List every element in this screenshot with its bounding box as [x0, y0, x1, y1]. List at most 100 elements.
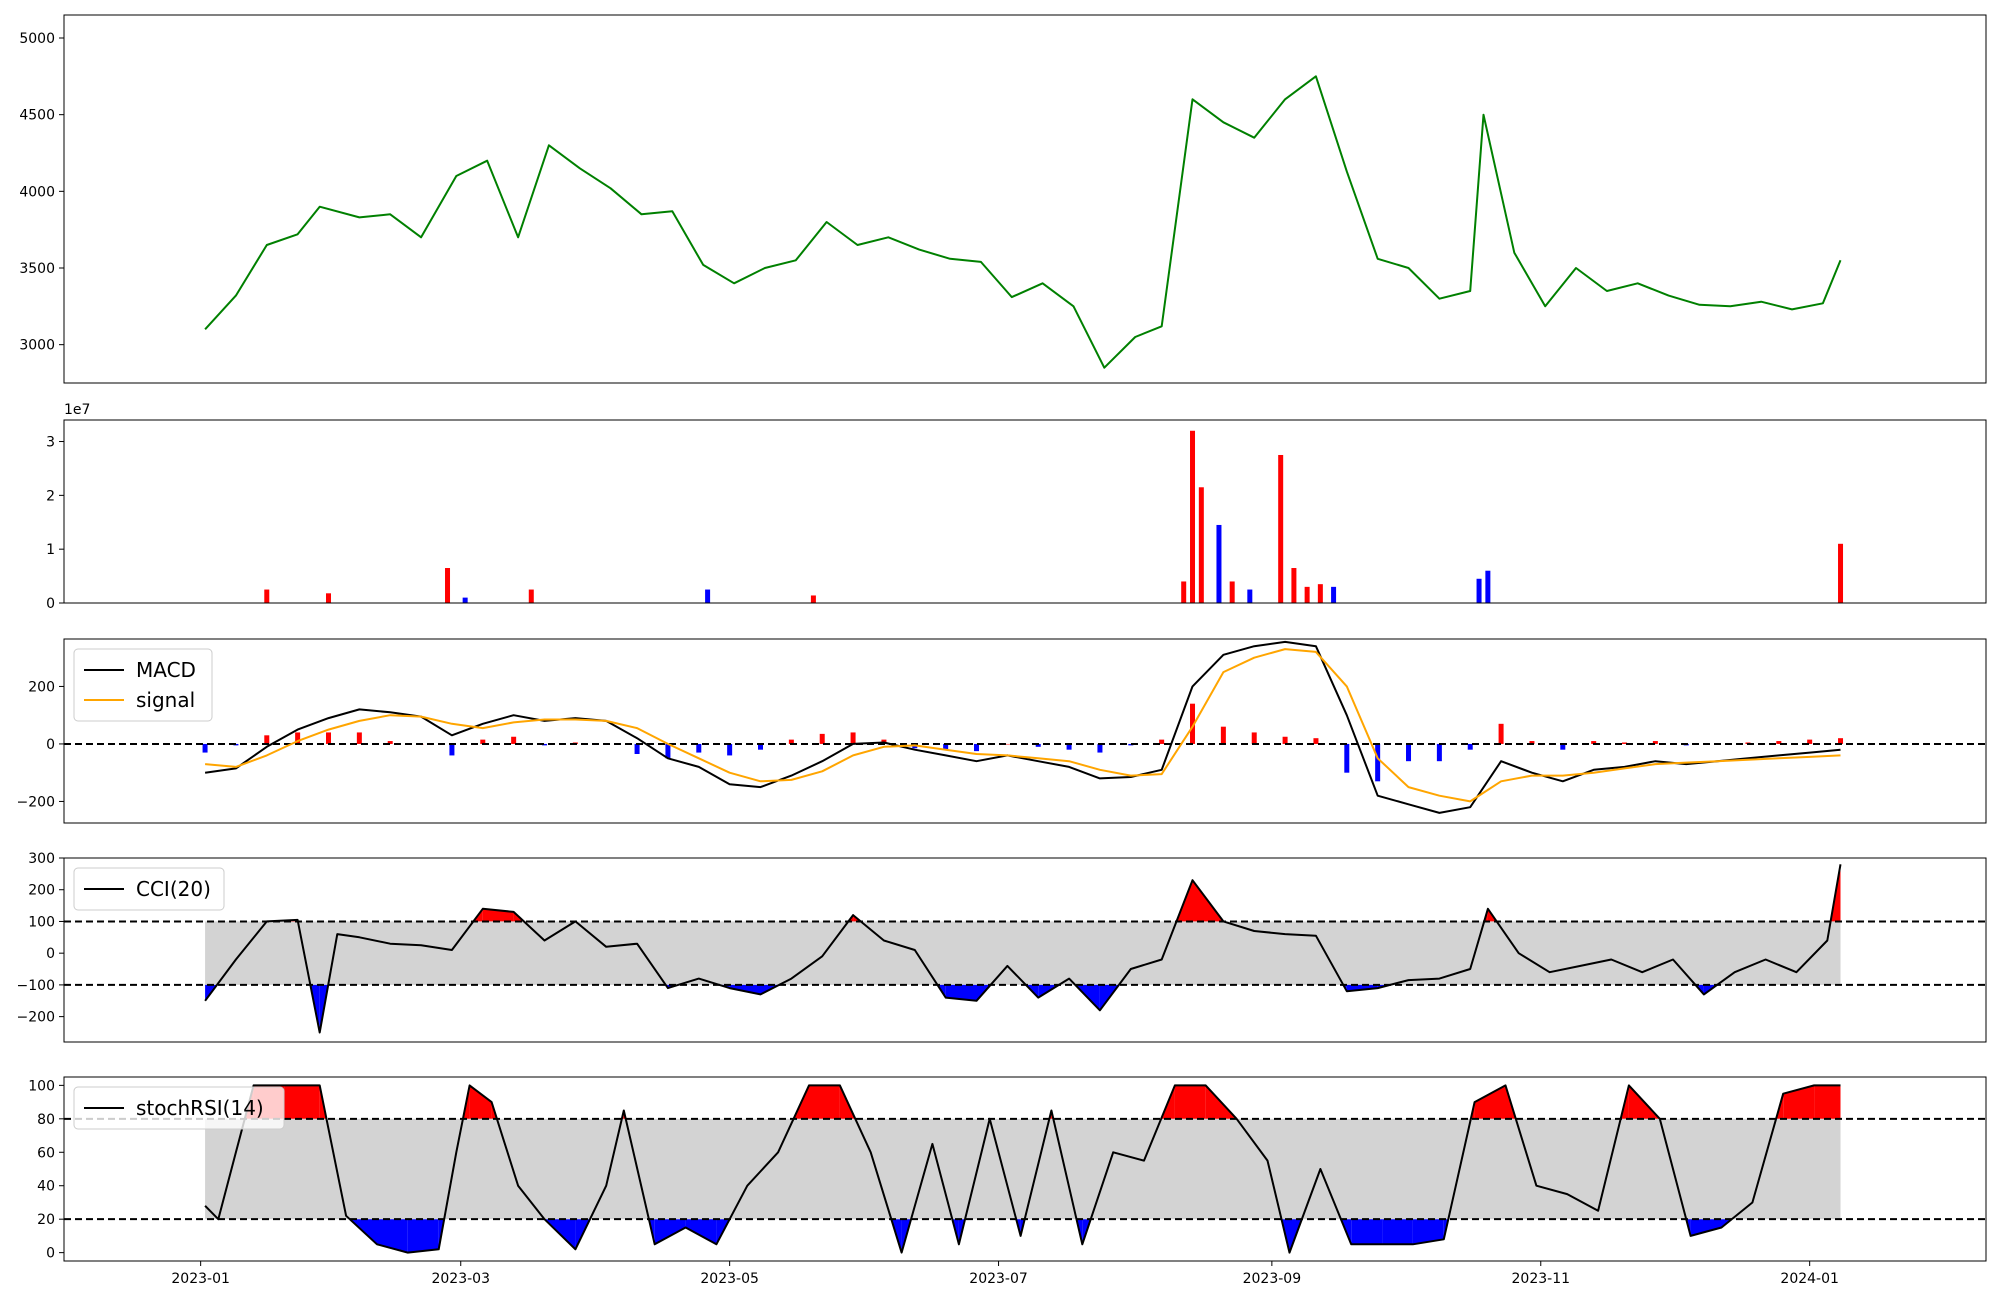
volume-bar: [1247, 589, 1253, 603]
macd-histogram-bar: [1344, 743, 1350, 773]
stochrsi-neutral-band: [205, 1118, 1841, 1220]
volume-bar: [1317, 584, 1323, 603]
stochrsi-ytick-label: 40: [37, 1179, 55, 1195]
volume-bar: [1838, 543, 1844, 603]
volume-axes-frame: [63, 419, 1987, 604]
macd-histogram-bar: [665, 743, 671, 759]
macd-histogram-bar: [1652, 741, 1658, 744]
macd-histogram-bar: [850, 732, 856, 744]
volume-bar: [1476, 578, 1482, 603]
stochrsi-legend-label: stochRSI(14): [136, 1096, 264, 1120]
volume-bar: [1291, 568, 1297, 603]
macd-histogram-bar: [1498, 723, 1504, 744]
xtick-label: 2023-01: [171, 1271, 230, 1287]
macd-histogram-bar: [727, 743, 733, 756]
stochrsi-oversold-fill: [407, 1219, 439, 1253]
volume-bar: [528, 589, 534, 603]
price-ytick-label: 4500: [19, 108, 55, 124]
volume-bar: [705, 589, 711, 603]
macd-histogram-bar: [943, 743, 949, 750]
volume-bar: [810, 595, 816, 603]
stochrsi-ytick-label: 20: [37, 1212, 55, 1228]
stochrsi-oversold-fill: [1351, 1219, 1383, 1245]
cci-ytick-label: 300: [28, 851, 55, 867]
cci-axes-frame: [63, 857, 1987, 1043]
cci-neutral-band: [205, 921, 1841, 985]
cci-legend-label: CCI(20): [136, 877, 211, 901]
xtick-label: 2023-11: [1512, 1271, 1571, 1287]
volume-bar: [264, 589, 270, 603]
stochrsi-axes-frame: [63, 1076, 1987, 1262]
volume-bar: [445, 568, 451, 603]
macd-histogram-bar: [542, 743, 547, 746]
macd-histogram-bar: [511, 736, 517, 744]
macd-axes-frame: [63, 638, 1987, 824]
volume-bar: [1181, 581, 1187, 603]
stochrsi-overbought-fill: [1814, 1085, 1841, 1119]
cci-ytick-label: 100: [28, 914, 55, 930]
price-line: [204, 75, 1842, 369]
volume-bar: [1216, 524, 1222, 603]
stochrsi-overbought-fill: [1174, 1085, 1206, 1119]
xtick-label: 2023-09: [1243, 1271, 1302, 1287]
macd-histogram-bar: [758, 743, 764, 750]
macd-histogram-bar: [1622, 742, 1628, 744]
price-ytick-label: 4000: [19, 184, 55, 200]
fill-layer: [205, 864, 1841, 1253]
macd-legend-label: MACD: [136, 658, 196, 682]
stochrsi-ytick-label: 60: [37, 1145, 55, 1161]
macd-histogram-bar: [1560, 743, 1566, 750]
macd-histogram-bar: [1159, 739, 1165, 744]
macd-histogram-bar: [449, 743, 455, 756]
macd-histogram-bar: [1838, 738, 1844, 744]
price-ytick-label: 5000: [19, 31, 55, 47]
volume-bar: [462, 597, 468, 603]
macd-histogram-bar: [1097, 743, 1103, 753]
volume-bar: [1190, 430, 1196, 603]
volume-multiplier-label: 1e7: [64, 402, 90, 418]
macd-histogram-bar: [325, 732, 331, 744]
macd-histogram-bar: [356, 732, 362, 744]
volume-ytick-label: 2: [46, 488, 55, 504]
bar-layer: [202, 430, 1844, 782]
cci-legend-box: [73, 867, 225, 911]
volume-ytick-label: 3: [46, 435, 55, 451]
volume-bar: [1331, 586, 1337, 603]
macd-ytick-label: −200: [17, 794, 55, 810]
cci-ytick-label: 0: [46, 946, 55, 962]
cci-oversold-fill: [945, 984, 977, 1001]
volume-bar: [1198, 487, 1204, 603]
macd-histogram-bar: [264, 735, 270, 744]
stochrsi-ytick-label: 100: [28, 1078, 55, 1094]
macd-histogram-bar: [1807, 739, 1813, 744]
xtick-label: 2023-05: [700, 1271, 759, 1287]
macd-histogram-bar: [696, 743, 702, 753]
cci-ytick-label: −200: [17, 1010, 55, 1026]
volume-bar: [1304, 586, 1310, 603]
stochrsi-ytick-label: 80: [37, 1112, 55, 1128]
volume-bar: [1485, 570, 1491, 603]
macd-histogram-bar: [974, 743, 980, 752]
line-layer: [64, 75, 1986, 1254]
macd-histogram-bar: [1004, 743, 1010, 745]
macd-histogram-bar: [1190, 703, 1196, 744]
macd-histogram-bar: [1128, 743, 1134, 746]
macd-legend-label: signal: [136, 688, 195, 712]
stochrsi-line: [204, 1084, 1841, 1254]
legend-layer: MACD signal CCI(20) stochRSI(14): [73, 648, 285, 1130]
cci-line: [204, 864, 1842, 1034]
stochrsi-overbought-fill: [809, 1085, 840, 1119]
stochrsi-overbought-fill: [1783, 1085, 1815, 1119]
macd-histogram-bar: [1313, 738, 1319, 744]
stochrsi-oversold-fill: [1412, 1219, 1444, 1245]
macd-histogram-bar: [1375, 743, 1381, 782]
stochrsi-oversold-fill: [1690, 1219, 1722, 1236]
stochrsi-ytick-label: 0: [46, 1246, 55, 1262]
macd-histogram-bar: [1251, 732, 1257, 744]
stochrsi-oversold-fill: [654, 1219, 686, 1245]
macd-histogram-bar: [1406, 743, 1412, 762]
macd-histogram-bar: [1591, 741, 1597, 744]
macd-histogram-bar: [1035, 743, 1041, 747]
macd-histogram-bar: [1066, 743, 1072, 750]
